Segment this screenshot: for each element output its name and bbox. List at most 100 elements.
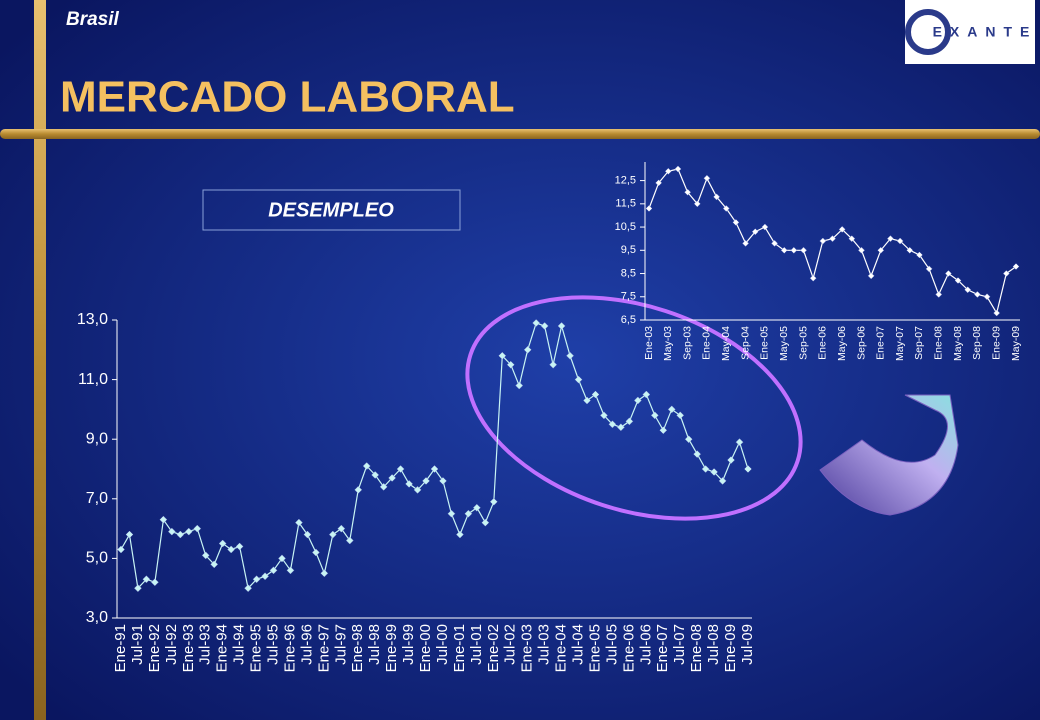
data-marker — [761, 223, 769, 231]
data-marker — [159, 515, 168, 524]
data-marker — [684, 435, 693, 444]
data-marker — [684, 188, 691, 196]
data-marker — [1012, 263, 1020, 270]
x-tick-label: Ene-03 — [643, 326, 655, 360]
region-label: Brasil — [66, 9, 120, 30]
data-marker — [722, 205, 730, 212]
x-tick-label: Ene-07 — [875, 326, 887, 360]
data-marker — [261, 572, 269, 581]
x-tick-label: Jul-07 — [671, 624, 688, 665]
y-tick-label: 8,5 — [621, 267, 636, 279]
data-marker — [345, 536, 354, 545]
x-tick-label: Ene-05 — [759, 326, 771, 360]
data-marker — [703, 174, 711, 182]
y-tick-label: 13,0 — [77, 311, 108, 328]
x-tick-label: Ene-06 — [817, 326, 829, 360]
data-marker — [396, 465, 405, 473]
x-tick-label: Jul-06 — [637, 624, 654, 665]
x-tick-label: Jul-09 — [739, 624, 756, 665]
data-marker — [925, 265, 933, 273]
x-tick-label: Jul-02 — [502, 624, 519, 665]
logo-text: EXANTE — [933, 24, 1038, 40]
y-tick-label: 10,5 — [615, 221, 636, 233]
x-tick-label: Jul-93 — [197, 624, 214, 665]
data-marker — [498, 351, 507, 360]
data-marker — [184, 527, 193, 536]
data-marker — [701, 465, 710, 473]
x-tick-label: Jul-92 — [163, 624, 180, 665]
x-tick-label: Ene-09 — [990, 326, 1002, 360]
data-marker — [983, 293, 991, 301]
data-marker — [645, 205, 653, 212]
data-marker — [710, 468, 718, 476]
y-tick-label: 11,0 — [78, 371, 108, 388]
x-tick-label: Jul-99 — [400, 624, 417, 665]
x-tick-label: May-03 — [662, 326, 674, 361]
data-marker — [867, 272, 875, 280]
x-tick-label: Ene-95 — [248, 624, 265, 672]
data-marker — [676, 411, 685, 420]
data-marker — [295, 518, 303, 527]
slide-title: MERCADO LABORAL — [60, 73, 515, 122]
x-tick-label: May-04 — [720, 326, 732, 361]
data-marker — [405, 480, 413, 488]
data-marker — [916, 251, 923, 259]
data-marker — [659, 426, 668, 435]
data-marker — [244, 584, 252, 593]
data-marker — [838, 226, 846, 233]
data-marker — [439, 477, 447, 485]
data-marker — [896, 237, 904, 245]
data-marker — [506, 360, 515, 369]
gold-bar-horizontal — [0, 129, 1040, 139]
x-tick-label: Ene-09 — [722, 624, 739, 672]
data-marker — [964, 286, 972, 294]
data-marker — [790, 246, 798, 254]
x-tick-label: Jul-04 — [570, 624, 587, 665]
highlight-ellipse — [465, 295, 803, 521]
x-tick-label: Ene-04 — [553, 624, 570, 672]
x-tick-label: Jul-95 — [264, 624, 281, 665]
data-marker — [650, 411, 659, 420]
data-marker — [1002, 270, 1010, 277]
y-tick-label: 7,0 — [86, 490, 108, 507]
data-marker — [464, 509, 473, 518]
data-marker — [727, 456, 735, 464]
x-tick-label: Ene-04 — [701, 326, 713, 360]
x-tick-label: Ene-02 — [485, 624, 502, 672]
data-marker — [515, 381, 524, 390]
y-tick-label: 6,5 — [621, 314, 636, 326]
data-marker — [337, 524, 346, 533]
data-marker — [117, 545, 125, 554]
data-marker — [151, 578, 159, 587]
y-tick-label: 3,0 — [86, 609, 108, 626]
x-tick-label: Ene-07 — [654, 624, 671, 672]
x-tick-label: Ene-98 — [349, 624, 366, 672]
x-tick-label: Ene-06 — [620, 624, 637, 672]
y-tick-label: 9,5 — [621, 244, 636, 256]
x-tick-label: Jul-96 — [298, 624, 315, 665]
y-tick-label: 11,5 — [615, 198, 636, 210]
data-marker — [557, 322, 566, 330]
x-tick-label: Jul-97 — [332, 624, 349, 665]
x-tick-label: Jul-03 — [536, 624, 553, 665]
box-label: DESEMPLEO — [268, 199, 394, 221]
data-marker — [456, 530, 464, 539]
data-marker — [664, 167, 672, 175]
label-box — [202, 189, 461, 231]
x-tick-label: Ene-97 — [315, 624, 332, 672]
data-marker — [489, 497, 498, 506]
x-tick-label: Jul-05 — [603, 624, 620, 665]
data-marker — [193, 524, 202, 533]
data-marker — [906, 246, 914, 254]
data-marker — [523, 345, 532, 354]
data-marker — [735, 438, 744, 447]
x-tick-label: May-08 — [952, 326, 964, 361]
data-marker — [371, 471, 380, 479]
data-marker — [473, 503, 481, 512]
data-marker — [887, 235, 894, 243]
data-marker — [742, 239, 749, 247]
data-marker — [935, 291, 943, 298]
data-marker — [286, 566, 295, 575]
data-marker — [693, 450, 702, 458]
